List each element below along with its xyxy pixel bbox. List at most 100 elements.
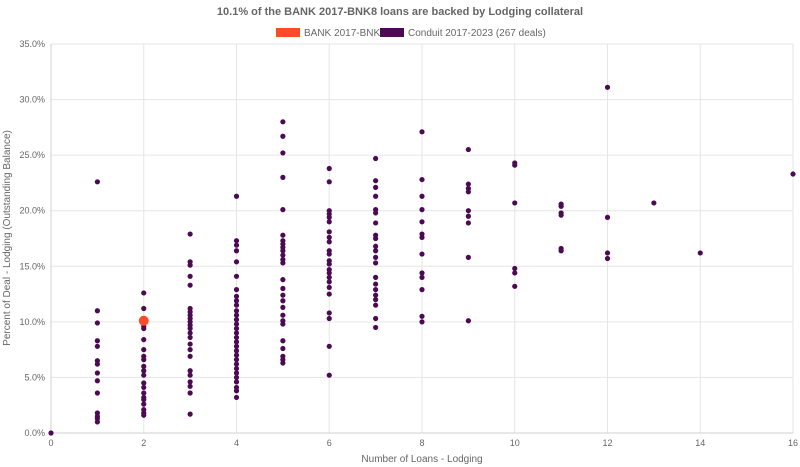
data-point-conduit[interactable] — [558, 203, 564, 209]
data-point-conduit[interactable] — [419, 313, 425, 319]
data-point-conduit[interactable] — [233, 308, 240, 314]
data-point-conduit[interactable] — [326, 279, 332, 285]
data-point-conduit[interactable] — [187, 368, 193, 374]
data-point-conduit[interactable] — [651, 200, 657, 206]
data-point-conduit[interactable] — [326, 165, 332, 172]
data-point-conduit[interactable] — [141, 397, 147, 403]
data-point-conduit[interactable] — [373, 297, 379, 303]
data-point-conduit[interactable] — [233, 357, 240, 363]
data-point-conduit[interactable] — [326, 261, 332, 267]
legend-item-bank[interactable]: BANK 2017-BNK8 — [276, 28, 386, 39]
data-point-conduit[interactable] — [280, 360, 286, 366]
data-point-conduit[interactable] — [233, 298, 240, 304]
data-point-conduit[interactable] — [233, 361, 240, 367]
data-point-conduit[interactable] — [280, 260, 286, 266]
data-point-conduit[interactable] — [326, 343, 332, 349]
data-point-conduit[interactable] — [187, 341, 193, 347]
data-point-conduit[interactable] — [141, 372, 147, 378]
data-point-conduit[interactable] — [94, 378, 100, 384]
data-point-conduit[interactable] — [373, 324, 379, 331]
data-point-conduit[interactable] — [233, 394, 240, 401]
data-point-conduit[interactable] — [187, 273, 193, 279]
data-point-conduit[interactable] — [280, 119, 286, 125]
data-point-conduit[interactable] — [326, 219, 332, 225]
data-point-conduit[interactable] — [187, 379, 193, 385]
data-point-conduit[interactable] — [280, 312, 286, 318]
data-point-conduit[interactable] — [326, 234, 332, 240]
data-point-conduit[interactable] — [141, 368, 147, 374]
data-point-conduit[interactable] — [233, 293, 240, 299]
data-point-conduit[interactable] — [373, 193, 379, 199]
data-point-conduit[interactable] — [419, 274, 425, 280]
data-point-conduit[interactable] — [326, 251, 332, 257]
data-point-conduit[interactable] — [233, 370, 240, 376]
data-point-conduit[interactable] — [373, 248, 379, 254]
data-point-conduit[interactable] — [94, 179, 100, 185]
data-point-conduit[interactable] — [326, 291, 332, 297]
data-point-conduit[interactable] — [280, 292, 286, 298]
data-point-conduit[interactable] — [280, 304, 286, 311]
data-point-conduit[interactable] — [373, 235, 379, 242]
data-point-conduit[interactable] — [233, 317, 240, 323]
data-point-conduit[interactable] — [280, 133, 286, 139]
data-point-conduit[interactable] — [233, 259, 240, 265]
data-point-conduit[interactable] — [187, 353, 193, 359]
data-point-conduit[interactable] — [512, 265, 518, 272]
data-point-conduit[interactable] — [558, 248, 564, 254]
data-point-conduit[interactable] — [419, 219, 425, 225]
data-point-conduit[interactable] — [94, 390, 100, 396]
data-point-conduit[interactable] — [326, 179, 332, 185]
data-point-conduit[interactable] — [326, 284, 332, 291]
data-point-conduit[interactable] — [280, 345, 286, 352]
data-point-conduit[interactable] — [280, 252, 286, 258]
data-point-conduit[interactable] — [48, 430, 54, 436]
data-point-conduit[interactable] — [790, 171, 796, 177]
data-point-conduit[interactable] — [326, 270, 332, 276]
data-point-conduit[interactable] — [233, 193, 240, 199]
data-point-conduit[interactable] — [604, 250, 611, 256]
data-point-conduit[interactable] — [187, 231, 193, 237]
data-point-conduit[interactable] — [604, 255, 611, 262]
data-point-conduit[interactable] — [419, 287, 425, 293]
data-point-conduit[interactable] — [233, 348, 240, 354]
data-point-conduit[interactable] — [94, 338, 100, 344]
data-point-conduit[interactable] — [465, 318, 471, 324]
data-point-conduit[interactable] — [94, 370, 100, 376]
data-point-conduit[interactable] — [465, 181, 471, 187]
data-point-conduit[interactable] — [233, 242, 240, 248]
data-point-conduit[interactable] — [373, 287, 379, 293]
data-point-conduit[interactable] — [326, 239, 332, 245]
data-point-conduit[interactable] — [419, 234, 425, 240]
data-point-conduit[interactable] — [141, 390, 147, 396]
data-point-conduit[interactable] — [280, 248, 286, 254]
data-point-conduit[interactable] — [326, 310, 332, 316]
data-point-conduit[interactable] — [512, 270, 518, 276]
data-point-conduit[interactable] — [187, 390, 193, 396]
data-point-conduit[interactable] — [465, 189, 471, 195]
data-point-conduit[interactable] — [233, 352, 240, 358]
data-point-conduit[interactable] — [280, 207, 286, 213]
data-point-conduit[interactable] — [233, 343, 240, 349]
data-point-conduit[interactable] — [187, 347, 193, 353]
data-point-conduit[interactable] — [512, 162, 518, 168]
data-point-conduit[interactable] — [697, 250, 703, 256]
data-point-conduit[interactable] — [233, 248, 240, 254]
data-point-conduit[interactable] — [280, 150, 286, 156]
data-point-conduit[interactable] — [373, 210, 379, 216]
data-point-conduit[interactable] — [233, 365, 240, 372]
data-point-conduit[interactable] — [373, 220, 379, 226]
data-point-conduit[interactable] — [326, 372, 332, 378]
data-point-conduit[interactable] — [326, 214, 332, 220]
data-point-conduit[interactable] — [326, 274, 332, 280]
data-point-conduit[interactable] — [373, 243, 379, 249]
data-point-conduit[interactable] — [233, 388, 240, 394]
data-point-conduit[interactable] — [604, 214, 611, 220]
data-point-conduit[interactable] — [373, 254, 379, 260]
data-point-conduit[interactable] — [280, 298, 286, 304]
data-point-conduit[interactable] — [233, 302, 240, 308]
data-point-conduit[interactable] — [373, 178, 379, 184]
data-point-conduit[interactable] — [94, 361, 100, 367]
data-point-conduit[interactable] — [233, 374, 240, 381]
data-point-conduit[interactable] — [187, 282, 193, 288]
data-point-conduit[interactable] — [94, 419, 100, 425]
